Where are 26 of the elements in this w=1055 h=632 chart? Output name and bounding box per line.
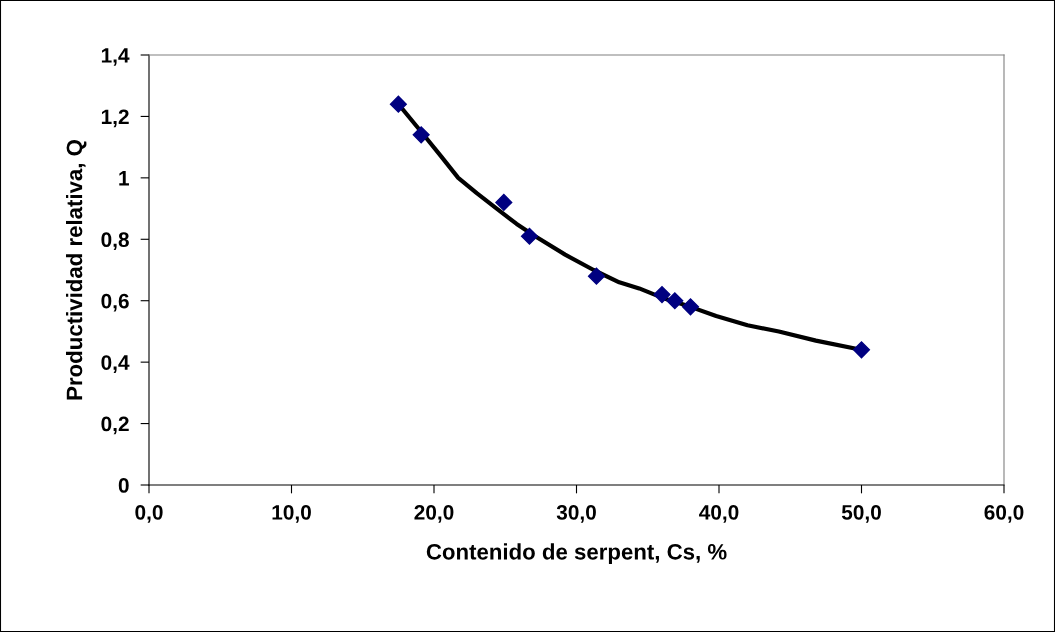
- y-tick-label: 0,2: [101, 416, 129, 435]
- y-tick-label: 1: [119, 171, 129, 186]
- y-tick-label: 0,6: [101, 293, 129, 312]
- point: [520, 227, 539, 245]
- x-tick-label: 40,0: [699, 504, 739, 523]
- point: [495, 193, 513, 211]
- y-tick-label: 0: [118, 478, 129, 493]
- point: [412, 126, 430, 144]
- point: [653, 286, 671, 304]
- point: [389, 95, 407, 113]
- point: [852, 341, 871, 359]
- x-tick-label: 0,0: [135, 504, 163, 523]
- x-axis-title: Contenido de serpent, Cs, %: [426, 543, 727, 565]
- point: [587, 267, 606, 285]
- x-tick-label: 10,0: [272, 504, 311, 523]
- point: [666, 292, 684, 310]
- y-tick-label: 1,4: [101, 48, 130, 66]
- y-tick-label: 0,8: [101, 232, 129, 251]
- x-tick-label: 30,0: [556, 504, 596, 523]
- x-tick-label: 20,0: [414, 504, 454, 523]
- y-axis-title: Productividad relativa, Q: [65, 140, 87, 400]
- x-tick-label: 50,0: [841, 504, 881, 523]
- y-tick-label: 1,2: [101, 109, 129, 128]
- x-tick-label: 60,0: [984, 504, 1024, 523]
- y-tick-label: 0,4: [101, 355, 130, 373]
- point: [681, 298, 700, 316]
